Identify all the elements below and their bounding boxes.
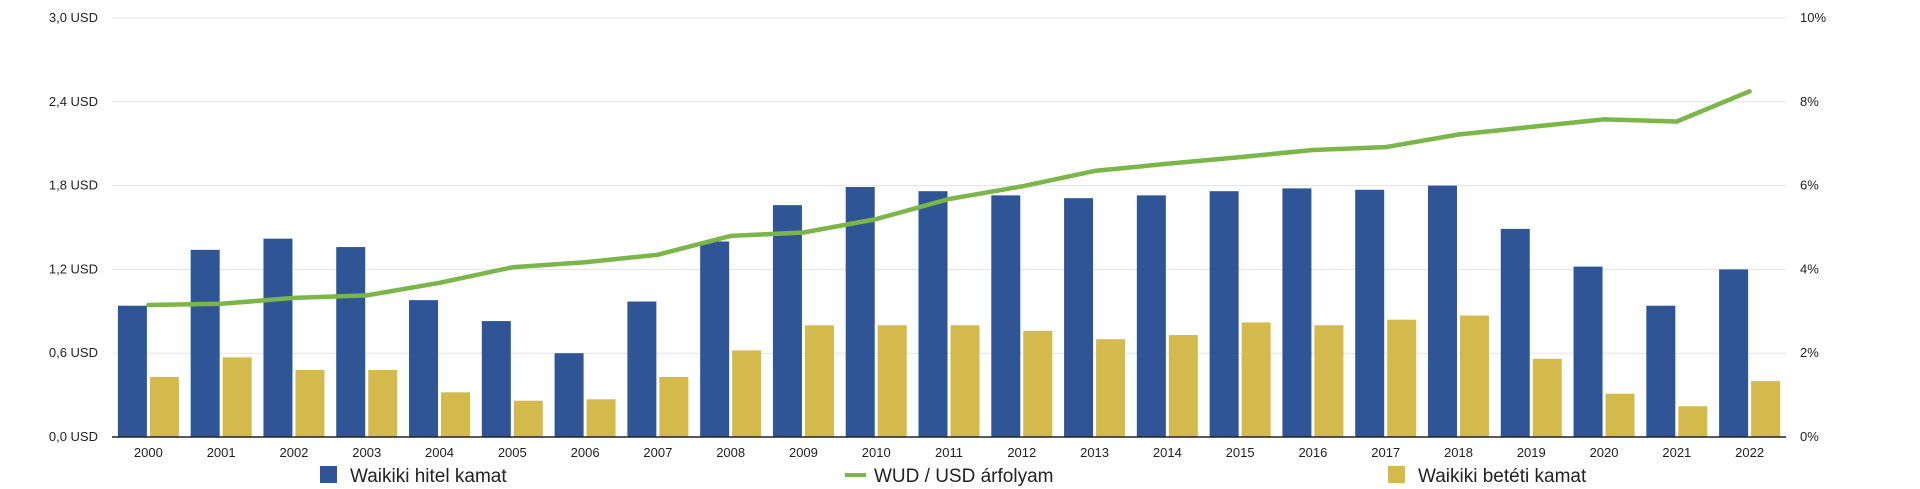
x-tick-label: 2021 [1662,445,1691,460]
bar-loan[interactable] [991,195,1021,437]
x-axis-ticks: 2000 2001 2002 2003 2004 2005 2006 2007 2008 2009… [134,445,1764,460]
x-tick-label: 2008 [716,445,745,460]
bar-deposit[interactable] [1314,325,1344,437]
bar-deposit[interactable] [877,325,907,437]
bar-loan[interactable] [1282,188,1312,437]
legend: Waikiki hitel kamat WUD / USD árfolyam W… [320,466,1587,487]
x-tick-label: 2015 [1226,445,1255,460]
bar-loan[interactable] [1427,185,1457,437]
bar-loan[interactable] [1136,195,1166,437]
x-tick-label: 2019 [1517,445,1546,460]
line-series [146,89,1752,308]
bar-deposit[interactable] [295,369,325,437]
bar-loan[interactable] [117,305,147,437]
x-tick-label: 2005 [498,445,527,460]
bar-loan[interactable] [190,249,220,437]
legend-label-deposit: Waikiki betéti kamat [1418,466,1587,487]
bar-deposit[interactable] [804,325,834,437]
bar-loan[interactable] [336,247,366,437]
bar-loan[interactable] [845,186,875,437]
x-tick-label: 2000 [134,445,163,460]
y-left-tick-label: 0,6 USD [49,345,98,360]
bar-deposit[interactable] [659,376,689,437]
legend-item-deposit[interactable]: Waikiki betéti kamat [1388,466,1587,487]
x-tick-label: 2012 [1007,445,1036,460]
bar-deposit[interactable] [1751,381,1781,437]
x-tick-label: 2022 [1735,445,1764,460]
x-tick-label: 2016 [1298,445,1327,460]
y-right-tick-label: 2% [1800,345,1819,360]
legend-label-loan: Waikiki hitel kamat [350,466,507,487]
bar-deposit[interactable] [1241,322,1271,437]
y-right-tick-label: 4% [1800,261,1819,276]
legend-swatch-loan [320,466,337,483]
x-tick-label: 2002 [279,445,308,460]
bar-deposit[interactable] [950,325,980,437]
bar-deposit[interactable] [149,376,179,437]
legend-item-loan[interactable]: Waikiki hitel kamat [320,466,507,487]
x-tick-label: 2014 [1153,445,1182,460]
x-tick-label: 2020 [1590,445,1619,460]
x-tick-label: 2013 [1080,445,1109,460]
x-tick-label: 2001 [207,445,236,460]
bar-loan[interactable] [409,300,439,437]
bar-loan[interactable] [1500,228,1530,437]
bar-deposit[interactable] [1605,393,1635,437]
bar-deposit[interactable] [1023,330,1053,437]
y-right-tick-label: 6% [1800,178,1819,193]
bar-loan[interactable] [1573,266,1603,437]
y-right-tick-label: 8% [1800,94,1819,109]
bar-deposit[interactable] [222,357,252,437]
bar-loan[interactable] [627,301,657,437]
bar-loan[interactable] [1646,305,1676,437]
bar-deposit[interactable] [586,399,616,437]
left-axis-ticks: 0,0 USD 0,6 USD 1,2 USD 1,8 USD 2,4 USD 3,0 U… [49,10,98,444]
bar-deposit[interactable] [368,369,398,437]
x-tick-label: 2003 [352,445,381,460]
bar-deposit[interactable] [513,400,543,437]
bar-loan[interactable] [1209,191,1239,437]
y-left-tick-label: 3,0 USD [49,10,98,25]
y-left-tick-label: 1,2 USD [49,261,98,276]
bar-loan[interactable] [772,205,802,437]
legend-swatch-deposit [1388,466,1405,483]
bar-deposit[interactable] [732,350,762,437]
y-left-tick-label: 2,4 USD [49,94,98,109]
bar-deposit[interactable] [441,392,471,437]
x-tick-label: 2007 [643,445,672,460]
y-left-tick-label: 1,8 USD [49,178,98,193]
legend-item-rate[interactable]: WUD / USD árfolyam [845,466,1053,487]
x-tick-label: 2018 [1444,445,1473,460]
bar-loan[interactable] [918,191,948,437]
y-right-tick-label: 10% [1800,10,1826,25]
y-right-tick-label: 0% [1800,429,1819,444]
bar-deposit[interactable] [1387,319,1417,437]
exchange-rate-line[interactable] [146,89,1752,308]
legend-label-rate: WUD / USD árfolyam [874,466,1053,487]
bar-loan[interactable] [700,241,730,437]
bar-deposit[interactable] [1678,406,1708,437]
x-tick-label: 2006 [571,445,600,460]
bar-loan[interactable] [1064,198,1094,437]
bar-loan[interactable] [481,321,511,437]
bar-loan[interactable] [1355,189,1385,437]
bar-loan[interactable] [554,353,584,437]
bar-deposit[interactable] [1096,339,1126,437]
bars [117,185,1781,437]
x-tick-label: 2004 [425,445,454,460]
right-axis-ticks: 0% 2% 4% 6% 8% 10% [1800,10,1826,444]
x-tick-label: 2009 [789,445,818,460]
bar-loan[interactable] [1719,269,1749,437]
y-left-tick-label: 0,0 USD [49,429,98,444]
x-tick-label: 2010 [862,445,891,460]
x-tick-label: 2017 [1371,445,1400,460]
bar-loan[interactable] [263,238,293,437]
bar-deposit[interactable] [1459,315,1489,437]
x-tick-label: 2011 [935,445,963,460]
bar-deposit[interactable] [1168,335,1198,437]
bar-deposit[interactable] [1532,358,1562,437]
